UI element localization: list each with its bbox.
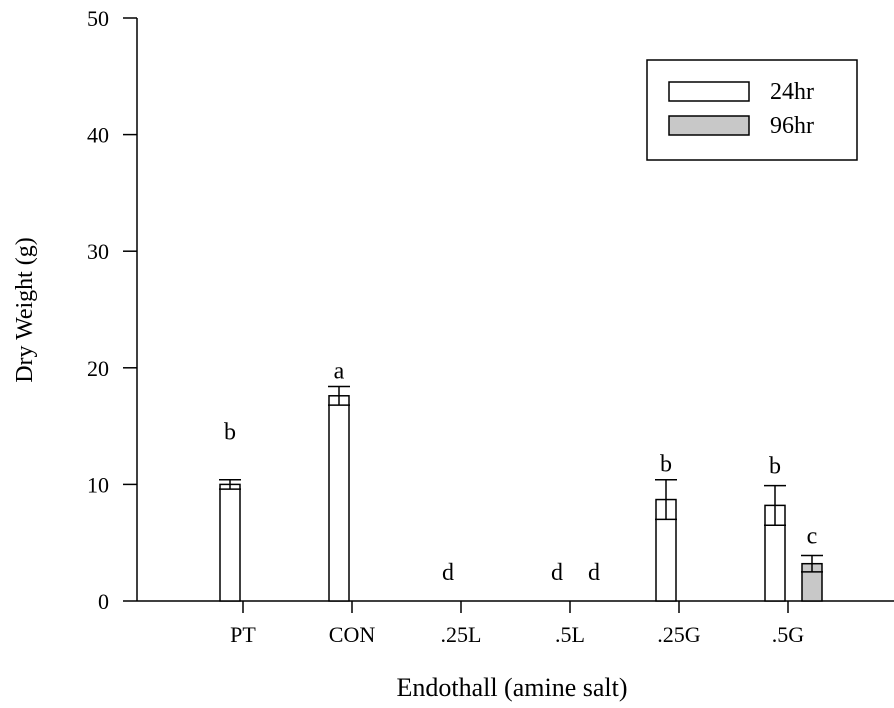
legend-label: 96hr bbox=[770, 113, 814, 139]
significance-letter: d bbox=[551, 560, 563, 586]
legend-swatch-24hr bbox=[668, 81, 750, 102]
x-tick-label: .5L bbox=[555, 622, 585, 647]
y-tick-label: 20 bbox=[87, 356, 109, 381]
significance-letter: a bbox=[334, 358, 345, 384]
axes: 0 10 20 30 40 50 PT CON .25L .5L .25G .5G bbox=[87, 6, 894, 647]
bar-24hr bbox=[328, 395, 350, 602]
legend-swatch-96hr bbox=[668, 115, 750, 136]
significance-letter: c bbox=[807, 524, 818, 550]
x-axis-title: Endothall (amine salt) bbox=[396, 673, 627, 702]
x-tick-label: PT bbox=[230, 622, 256, 647]
bar-24hr bbox=[219, 483, 241, 602]
x-tick-label: .5G bbox=[772, 622, 805, 647]
y-tick-label: 30 bbox=[87, 239, 109, 264]
legend-box bbox=[646, 59, 858, 161]
significance-letter: d bbox=[442, 560, 454, 586]
x-tick-label: CON bbox=[329, 622, 376, 647]
y-tick-label: 10 bbox=[87, 472, 109, 497]
x-tick-label: .25L bbox=[441, 622, 482, 647]
significance-letter: b bbox=[224, 420, 236, 446]
legend-label: 24hr bbox=[770, 79, 814, 105]
significance-labels: bad db bdc bbox=[224, 358, 817, 586]
bars bbox=[219, 385, 823, 602]
y-axis-title: Dry Weight (g) bbox=[12, 237, 38, 383]
significance-letter: d bbox=[588, 560, 600, 586]
significance-letter: b bbox=[660, 452, 672, 478]
x-tick-label: .25G bbox=[657, 622, 701, 647]
y-tick-label: 50 bbox=[87, 6, 109, 31]
y-tick-label: 0 bbox=[98, 589, 109, 614]
y-tick-label: 40 bbox=[87, 123, 109, 148]
significance-letter: b bbox=[769, 454, 781, 480]
legend: 24hr 96hr bbox=[646, 59, 858, 161]
